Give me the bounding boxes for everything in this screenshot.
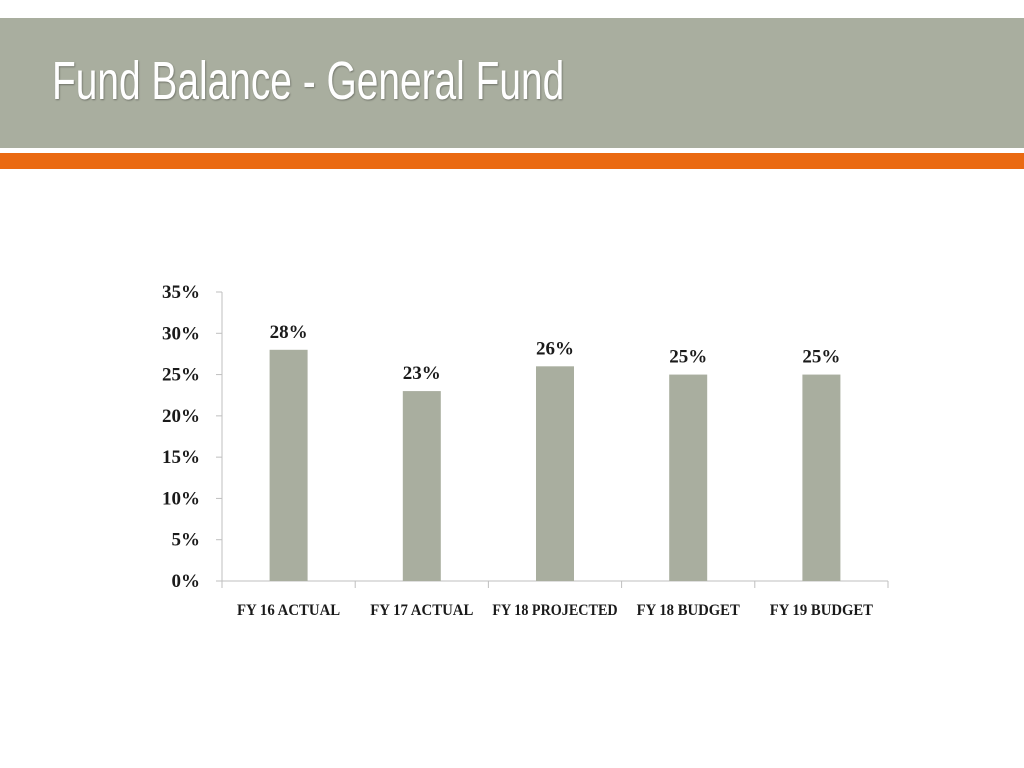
category-label: FY 18 PROJECTED [492,602,617,619]
data-label: 23% [403,363,441,384]
y-tick-label: 25% [162,365,200,386]
y-tick-label: 0% [172,571,201,592]
category-label: FY 19 BUDGET [770,602,873,619]
category-label: FY 17 ACTUAL [370,602,473,619]
title-bar [0,18,1024,148]
slide-title: Fund Balance - General Fund [52,51,565,111]
bar [536,366,574,581]
bar [669,374,708,581]
bar [802,374,841,581]
bar [269,349,308,581]
data-label: 25% [802,347,840,368]
accent-bar [0,153,1024,169]
y-tick-label: 10% [162,488,200,509]
data-label: 26% [536,338,574,359]
bar [402,391,441,581]
y-tick-label: 35% [162,282,200,303]
category-label: FY 16 ACTUAL [237,602,340,619]
y-tick-label: 20% [162,406,200,427]
data-label: 25% [669,347,707,368]
y-tick-label: 30% [162,323,200,344]
category-label: FY 18 BUDGET [637,602,740,619]
y-tick-label: 5% [172,530,201,551]
data-label: 28% [270,322,308,343]
y-tick-label: 15% [162,447,200,468]
